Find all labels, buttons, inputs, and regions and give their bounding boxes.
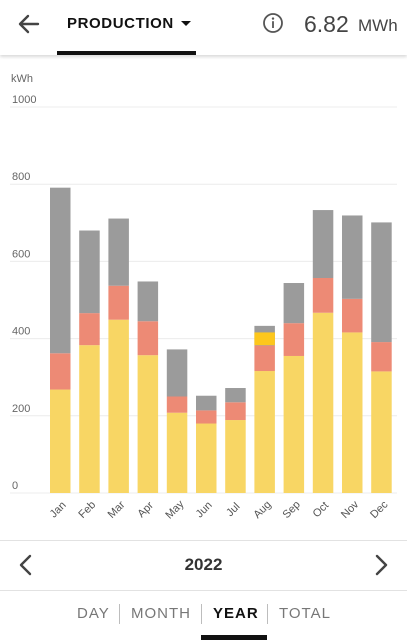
total-production-unit: MWh [358,16,398,35]
bar-segment [79,345,100,493]
total-production-value: 6.82 [304,11,349,37]
x-tick-label: Dec [368,498,391,521]
y-tick-label: 400 [12,326,30,338]
bar-segment [371,342,392,372]
bar-segment [254,345,275,372]
production-dropdown[interactable]: PRODUCTION [57,0,196,55]
bar-segment [342,215,363,299]
x-tick-label: Nov [339,498,362,521]
x-tick-label: Apr [135,499,156,520]
bar-highlight-segment [254,332,275,346]
bar-segment [50,187,71,354]
bar-segment [108,285,129,320]
bar-segment [50,353,71,390]
y-tick-label: 600 [12,248,30,260]
production-chart: 0 200 400 600 800 1000 kWh Jan Feb Mar Apr May Jun Ju… [10,73,397,522]
bar-segment [312,210,334,278]
bar-segment [342,298,363,333]
bar-segment [108,319,129,493]
tab-total[interactable]: TOTAL [279,605,331,622]
x-tick-label: Jan [48,499,69,520]
bar-segment [166,396,188,413]
y-tick-label: 200 [12,403,30,415]
info-icon[interactable] [262,12,284,34]
bar-segment [79,230,100,314]
x-tick-label: Feb [76,499,98,521]
x-tick-label: Sep [281,499,303,521]
tab-separator [267,604,268,624]
tab-month[interactable]: MONTH [131,605,191,622]
production-label: PRODUCTION [67,15,174,32]
bar-segment [283,323,305,356]
tab-year[interactable]: YEAR [213,605,259,622]
bar-segment [108,218,129,286]
x-tick-label: Aug [251,499,273,521]
tab-separator [119,604,120,624]
top-bar: PRODUCTION 6.82 MWh [0,0,407,55]
x-tick-label: May [163,498,187,522]
bar-segment [225,388,246,403]
bar-segment [342,332,363,493]
tab-separator [201,604,202,624]
production-underline [57,51,196,55]
caret-down-icon [181,21,191,26]
bar-segment [254,371,275,493]
x-tick-label: Oct [311,500,332,521]
year-navigation: 2022 [0,540,407,590]
bar-segment [50,389,71,493]
bar-segment [137,281,159,322]
period-tabs: DAY MONTH YEAR TOTAL [0,590,407,640]
chevron-left-icon[interactable] [12,551,40,579]
bar-segment [283,283,305,324]
active-tab-underline [201,635,267,640]
y-tick-label: 1000 [12,94,36,106]
bar-segment [137,355,159,493]
x-tick-label: Jul [224,501,242,519]
bar-segment [196,410,217,424]
bar-segment [196,395,217,411]
bar-segment [283,355,305,493]
bar-segment [312,312,334,493]
bar-segment [79,313,100,346]
y-tick-label: 800 [12,171,30,183]
bar-segment [196,423,217,493]
chevron-right-icon[interactable] [367,551,395,579]
bar-segment [371,222,392,343]
bar-segment [225,420,246,493]
y-axis-label: kWh [11,73,33,85]
year-label: 2022 [184,555,223,574]
bar-segment [137,321,159,356]
tab-day[interactable]: DAY [77,605,110,622]
x-tick-label: Jun [194,499,215,520]
bar-segment [166,412,188,493]
bar-segment [371,371,392,493]
bar-segment [312,277,334,313]
x-tick-label: Mar [106,499,128,521]
bar-segment [166,349,188,397]
y-tick-label: 0 [12,480,18,492]
bar-segment [225,402,246,421]
back-arrow-icon[interactable] [14,9,44,39]
